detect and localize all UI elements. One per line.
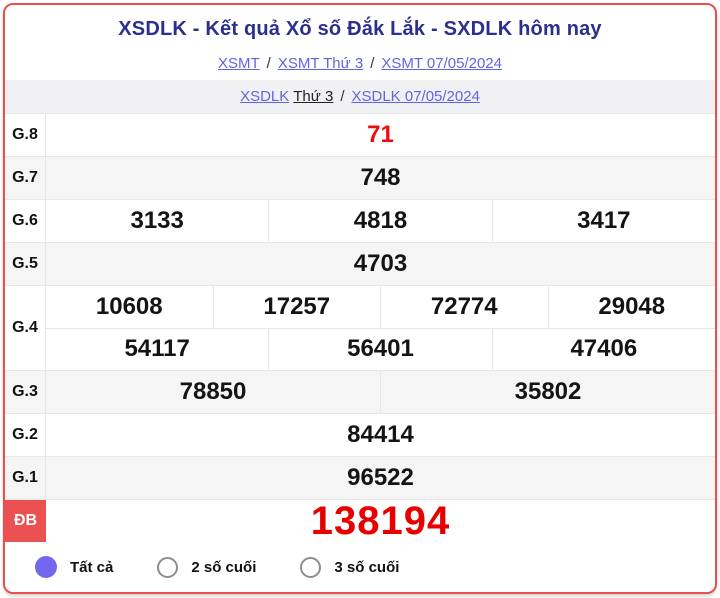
prize-row-g8: G.8 71: [5, 113, 715, 156]
prize-label: G.2: [5, 414, 46, 456]
prize-number: 71: [367, 121, 394, 148]
prize-number: 78850: [179, 378, 247, 405]
radio-unselected-icon: [157, 556, 179, 578]
radio-unselected-icon: [300, 556, 322, 578]
prize-number: 35802: [380, 371, 715, 413]
filter-option-label: Tất cả: [70, 558, 114, 576]
prize-row-g6: G.6 3133 4818 3417: [5, 199, 715, 242]
breadcrumb-day-text: Thứ 3: [293, 88, 334, 105]
prize-label-special: ĐB: [5, 500, 46, 542]
prize-number: 96522: [347, 464, 414, 491]
prize-row-g2: G.2 84414: [5, 413, 715, 456]
prize-number: 17257: [212, 286, 381, 328]
prize-label: G.4: [5, 286, 46, 370]
prize-label: G.5: [5, 243, 46, 285]
prize-row-g1: G.1 96522: [5, 456, 715, 499]
breadcrumb-link-xsdlk[interactable]: XSDLK: [240, 88, 290, 105]
prize-label: G.8: [5, 114, 46, 156]
radio-selected-icon: [35, 556, 57, 578]
prize-number: 3133: [130, 207, 184, 234]
filter-option-label: 2 số cuối: [191, 558, 257, 576]
prize-label: G.7: [5, 157, 46, 199]
prize-number: 4818: [268, 200, 491, 242]
prize-number: 3417: [491, 200, 715, 242]
breadcrumb-link-xsmt-date[interactable]: XSMT 07/05/2024: [381, 55, 502, 72]
breadcrumb-link-xsmt-day[interactable]: XSMT Thứ 3: [277, 55, 364, 72]
lottery-result-card: XSDLK - Kết quả Xổ số Đắk Lắk - SXDLK hô…: [3, 3, 717, 594]
breadcrumb-separator: /: [370, 55, 375, 72]
page-title: XSDLK - Kết quả Xổ số Đắk Lắk - SXDLK hô…: [118, 18, 602, 40]
prize-row-g5: G.5 4703: [5, 242, 715, 285]
breadcrumb-link-xsmt[interactable]: XSMT: [217, 55, 260, 72]
prize-label: G.3: [5, 371, 46, 413]
results-table: G.8 71 G.7 748 G.6 3133 4818 3417 G.5 47…: [5, 113, 715, 543]
filter-option-last2[interactable]: 2 số cuối: [157, 556, 257, 578]
prize-number: 29048: [547, 286, 716, 328]
display-filter-group: Tất cả 2 số cuối 3 số cuối: [5, 542, 715, 592]
prize-number: 4703: [353, 250, 408, 277]
prize-row-g7: G.7 748: [5, 156, 715, 199]
prize-label: G.6: [5, 200, 46, 242]
prize-number: 54117: [124, 335, 190, 363]
prize-number: 72774: [380, 286, 548, 328]
prize-label: G.1: [5, 457, 46, 499]
prize-row-g3: G.3 78850 35802: [5, 370, 715, 413]
prize-number: 56401: [268, 328, 491, 370]
breadcrumb-region: XSMT / XSMT Thứ 3 / XSMT 07/05/2024: [5, 47, 715, 80]
filter-option-label: 3 số cuối: [334, 558, 400, 576]
breadcrumb-station: XSDLK Thứ 3 / XSDLK 07/05/2024: [5, 80, 715, 113]
jackpot-number: 138194: [310, 498, 451, 543]
breadcrumb-link-xsdlk-date[interactable]: XSDLK 07/05/2024: [351, 88, 480, 105]
prize-number: 84414: [347, 421, 414, 448]
prize-number: 47406: [491, 328, 715, 370]
prize-number: 10608: [95, 292, 163, 320]
prize-row-g4: G.4 10608 17257 72774 29048 54117 56401 …: [5, 285, 715, 370]
prize-number: 748: [360, 164, 401, 191]
breadcrumb-separator: /: [266, 55, 271, 72]
prize-row-db: ĐB 138194: [5, 498, 715, 543]
breadcrumb-separator: /: [340, 88, 345, 105]
filter-option-all[interactable]: Tất cả: [35, 556, 113, 578]
filter-option-last3[interactable]: 3 số cuối: [300, 556, 400, 578]
